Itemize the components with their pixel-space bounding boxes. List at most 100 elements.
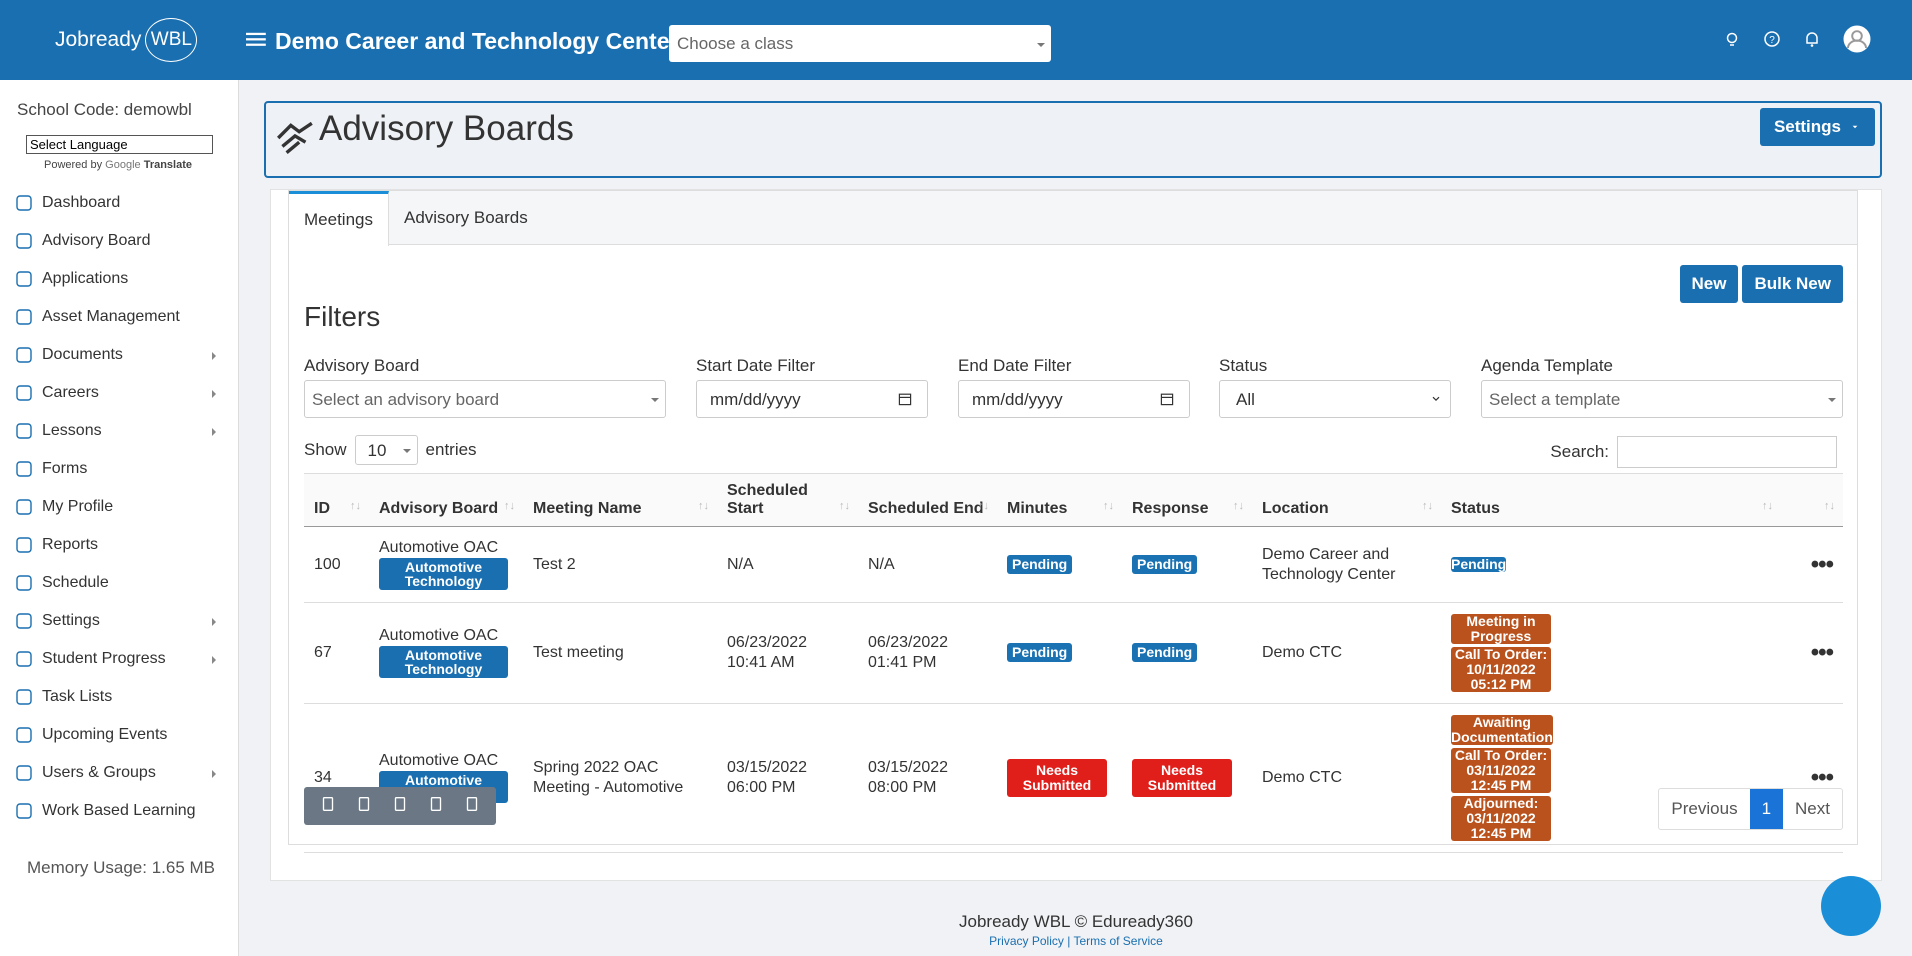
- status-badge: Meeting in Progress: [1451, 614, 1551, 644]
- copyright: Jobready WBL © Eduready360: [959, 912, 1193, 931]
- filter-input[interactable]: mm/dd/yyyy: [696, 380, 928, 418]
- tips-button[interactable]: [1722, 29, 1742, 54]
- filter-input[interactable]: mm/dd/yyyy: [958, 380, 1190, 418]
- page-link[interactable]: 1: [1749, 789, 1784, 829]
- button[interactable]: New: [1679, 265, 1739, 303]
- submenu-arrow: [212, 656, 220, 664]
- filter-input[interactable]: Select a template: [1481, 380, 1843, 418]
- terms-link[interactable]: Terms of Service: [1073, 934, 1163, 948]
- scheduled-end: 03/15/2022 08:00 PM: [858, 703, 997, 853]
- translate-link[interactable]: Translate: [143, 159, 193, 171]
- user-menu[interactable]: [1842, 24, 1872, 59]
- menu-item[interactable]: Documents: [14, 336, 224, 374]
- row-actions[interactable]: •••: [1781, 602, 1843, 704]
- meeting-name: Test meeting: [523, 602, 717, 704]
- submenu-arrow: [212, 618, 220, 626]
- column-header[interactable]: Advisory Board ↑↓: [369, 473, 523, 527]
- menu-icon: [16, 423, 32, 439]
- language-select[interactable]: Select Language: [26, 135, 213, 154]
- length-select[interactable]: 10: [354, 435, 418, 465]
- menu-item[interactable]: Student Progress: [14, 640, 224, 678]
- column-header[interactable]: Location ↑↓: [1252, 473, 1441, 527]
- status-badge: Needs Submitted: [1132, 759, 1232, 797]
- menu-icon: [16, 803, 32, 819]
- filter-input[interactable]: All: [1219, 380, 1451, 418]
- icon: [466, 796, 478, 811]
- pdf-button[interactable]: [427, 795, 445, 818]
- column-header[interactable]: Status ↑↓: [1441, 473, 1781, 527]
- row-actions[interactable]: •••: [1781, 703, 1843, 853]
- column-header[interactable]: ↑↓: [1781, 473, 1843, 527]
- minutes-cell: Pending: [997, 526, 1122, 603]
- notifications-button[interactable]: [1802, 29, 1822, 54]
- menu-item[interactable]: Advisory Board: [14, 222, 224, 260]
- board-name: Automotive OAC: [379, 627, 499, 644]
- icon: [1843, 25, 1871, 53]
- menu-label: Applications: [42, 270, 129, 287]
- search-input[interactable]: [1617, 436, 1837, 468]
- tab[interactable]: Advisory Boards: [403, 207, 528, 227]
- button[interactable]: Bulk New: [1742, 265, 1843, 303]
- menu-icon: [16, 309, 32, 325]
- csv-button[interactable]: [391, 795, 409, 818]
- caret: [402, 449, 411, 457]
- menu-item[interactable]: Lessons: [14, 412, 224, 450]
- powered-by: Powered by Google Translate: [44, 159, 192, 171]
- chat-button[interactable]: [1821, 876, 1881, 936]
- menu-icon: [16, 537, 32, 553]
- footer: Jobready WBL © Eduready360 Privacy Policy…: [270, 912, 1882, 948]
- column-header[interactable]: ID ↑↓: [304, 473, 369, 527]
- menu-label: Careers: [42, 384, 99, 401]
- menu-item[interactable]: Schedule: [14, 564, 224, 602]
- board-name: Automotive OAC: [379, 538, 499, 556]
- column-header[interactable]: Response ↑↓: [1122, 473, 1252, 527]
- sort-icon: ↑↓: [839, 500, 850, 512]
- id-cell: 67: [304, 602, 369, 704]
- school-code: School Code: demowbl: [17, 100, 192, 119]
- menu-item[interactable]: Applications: [14, 260, 224, 298]
- column-header[interactable]: Scheduled Start ↑↓: [717, 473, 858, 527]
- tab[interactable]: Meetings: [289, 191, 389, 246]
- column-header[interactable]: Scheduled End ↑↓: [858, 473, 997, 527]
- column-header[interactable]: Meeting Name ↑↓: [523, 473, 717, 527]
- print-button[interactable]: [463, 795, 481, 818]
- menu-item[interactable]: Task Lists: [14, 678, 224, 716]
- page-link[interactable]: Next: [1795, 799, 1830, 818]
- content: Meetings Advisory Boards New Bulk New Filter…: [270, 189, 1882, 881]
- class-select[interactable]: Choose a class: [669, 25, 1051, 62]
- excel-button[interactable]: [355, 795, 373, 818]
- menu-icon: [16, 651, 32, 667]
- menu-item[interactable]: Users & Groups: [14, 754, 224, 792]
- row-actions[interactable]: •••: [1781, 526, 1843, 603]
- export-buttons: [304, 787, 496, 825]
- menu-item[interactable]: Asset Management: [14, 298, 224, 336]
- menu-item[interactable]: Upcoming Events: [14, 716, 224, 754]
- copy-button[interactable]: [319, 795, 337, 818]
- menu-icon: [16, 499, 32, 515]
- status-badge: Pending: [1132, 554, 1198, 574]
- menu-item[interactable]: Forms: [14, 450, 224, 488]
- sort-icon: ↑↓: [504, 500, 515, 512]
- menu-item[interactable]: My Profile: [14, 488, 224, 526]
- caret: [1852, 125, 1858, 129]
- settings-button[interactable]: Settings: [1759, 108, 1875, 146]
- column-header[interactable]: Minutes ↑↓: [997, 473, 1122, 527]
- page-link[interactable]: Previous: [1671, 799, 1738, 818]
- logo-text: Jobready: [55, 28, 142, 51]
- filter-label: Advisory Board: [304, 356, 420, 375]
- menu-toggle[interactable]: [244, 31, 266, 49]
- sort-icon: ↑↓: [978, 500, 989, 512]
- logo[interactable]: Jobready WBL: [55, 18, 198, 62]
- help-button[interactable]: ?: [1762, 29, 1782, 54]
- privacy-link[interactable]: Privacy Policy: [989, 934, 1064, 948]
- board-tag: Automotive Technology: [379, 646, 508, 678]
- menu-item[interactable]: Settings: [14, 602, 224, 640]
- status-cell: Meeting in Progress Call To Order: 10/11/…: [1441, 602, 1781, 704]
- filter-input[interactable]: Select an advisory board: [304, 380, 666, 418]
- menu-item[interactable]: Reports: [14, 526, 224, 564]
- menu-item[interactable]: Work Based Learning: [14, 792, 224, 830]
- tabs: Meetings Advisory Boards: [289, 191, 1857, 246]
- menu-item[interactable]: Dashboard: [14, 184, 224, 222]
- menu-item[interactable]: Careers: [14, 374, 224, 412]
- status-badge: Needs Submitted: [1007, 759, 1107, 797]
